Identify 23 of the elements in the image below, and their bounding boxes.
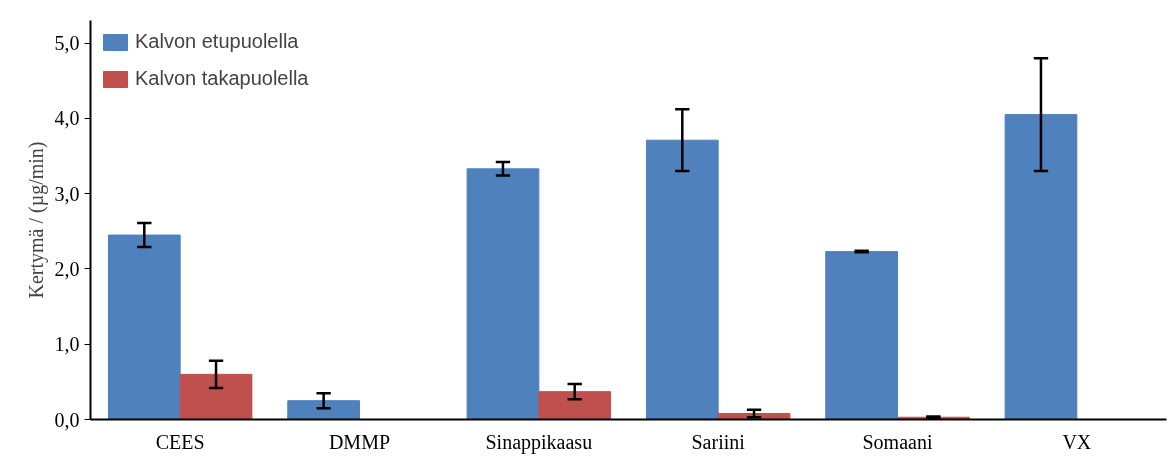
bar — [287, 400, 360, 420]
x-tick-label: Somaani — [862, 430, 933, 453]
y-tick-label: 5,0 — [54, 32, 80, 55]
legend-label: Kalvon etupuolella — [135, 30, 299, 53]
y-tick-label: 3,0 — [54, 182, 80, 205]
x-tick-label: DMMP — [328, 430, 391, 453]
x-tick-label: Sinappikaasu — [485, 430, 593, 454]
bar — [825, 251, 898, 420]
x-tick-label: VX — [1062, 430, 1092, 453]
x-tick-label: CEES — [155, 430, 205, 453]
y-tick-label: 1,0 — [54, 333, 80, 356]
y-axis-title: Kertymä / (µg/min) — [24, 141, 48, 299]
bar — [1004, 114, 1078, 420]
y-tick-label: 0,0 — [54, 408, 80, 431]
bar — [466, 168, 540, 420]
bar — [179, 373, 253, 420]
y-tick-label: 2,0 — [54, 257, 80, 280]
bar — [645, 139, 719, 420]
bar — [107, 234, 181, 420]
y-tick-label: 4,0 — [54, 107, 80, 130]
x-tick-label: Sariini — [691, 430, 746, 453]
legend-label: Kalvon takapuolella — [135, 67, 309, 90]
bar — [538, 391, 612, 420]
